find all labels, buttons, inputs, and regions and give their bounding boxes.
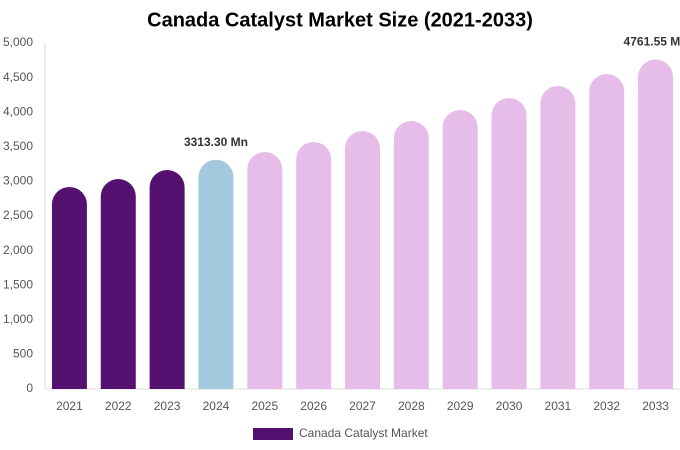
bar bbox=[198, 159, 234, 389]
x-tick-label: 2032 bbox=[593, 399, 620, 413]
value-label: 4761.55 Mn bbox=[624, 35, 680, 49]
x-tick-label: 2021 bbox=[56, 399, 83, 413]
x-tick-label: 2028 bbox=[398, 399, 425, 413]
x-tick-label: 2033 bbox=[642, 399, 669, 413]
y-tick-label: 4,500 bbox=[3, 70, 33, 84]
x-tick-label: 2029 bbox=[447, 399, 474, 413]
value-label: 3313.30 Mn bbox=[184, 135, 248, 149]
y-tick-label: 2,500 bbox=[3, 208, 33, 222]
y-tick-label: 0 bbox=[26, 381, 33, 395]
chart-title: Canada Catalyst Market Size (2021-2033) bbox=[147, 9, 533, 31]
y-tick-label: 500 bbox=[13, 347, 33, 361]
x-tick-label: 2023 bbox=[154, 399, 181, 413]
bar bbox=[296, 141, 332, 389]
bar bbox=[149, 169, 185, 389]
bar bbox=[589, 74, 625, 390]
y-tick-label: 3,000 bbox=[3, 174, 33, 188]
bar bbox=[442, 109, 478, 390]
x-tick-label: 2024 bbox=[203, 399, 230, 413]
x-tick-label: 2027 bbox=[349, 399, 376, 413]
y-tick-label: 3,500 bbox=[3, 139, 33, 153]
bar bbox=[100, 178, 136, 389]
y-tick-label: 1,000 bbox=[3, 312, 33, 326]
bar bbox=[638, 59, 674, 390]
x-tick-label: 2022 bbox=[105, 399, 132, 413]
bar bbox=[540, 85, 576, 389]
x-tick-label: 2031 bbox=[545, 399, 572, 413]
x-tick-label: 2025 bbox=[251, 399, 278, 413]
bar bbox=[393, 120, 429, 389]
y-tick-label: 5,000 bbox=[3, 35, 33, 49]
legend-label: Canada Catalyst Market bbox=[299, 426, 428, 440]
y-tick-label: 1,500 bbox=[3, 277, 33, 291]
bar bbox=[491, 98, 527, 389]
bar bbox=[51, 186, 87, 389]
bar bbox=[247, 151, 283, 389]
x-tick-label: 2030 bbox=[496, 399, 523, 413]
y-tick-label: 4,000 bbox=[3, 104, 33, 118]
y-tick-label: 2,000 bbox=[3, 243, 33, 257]
bar bbox=[345, 131, 380, 390]
x-tick-label: 2026 bbox=[300, 399, 327, 413]
legend-swatch bbox=[253, 428, 293, 440]
